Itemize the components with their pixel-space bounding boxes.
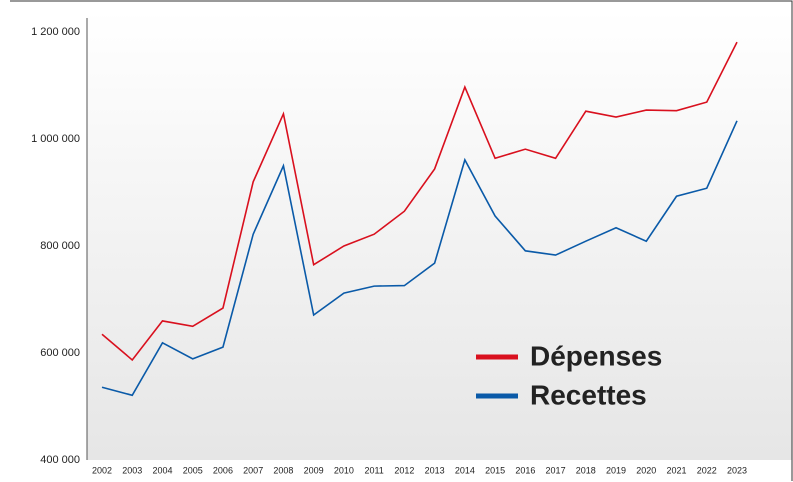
x-tick-label: 2005: [183, 465, 203, 475]
y-tick-label: 1 000 000: [31, 133, 80, 145]
x-tick-label: 2002: [92, 465, 112, 475]
series-line: [101, 120, 738, 397]
x-tick-label: 2006: [213, 465, 233, 475]
x-tick-label: 2003: [122, 465, 142, 475]
legend-label: Recettes: [530, 379, 647, 410]
x-tick-label: 2004: [152, 465, 172, 475]
frame: [10, 0, 793, 481]
y-tick-label: 600 000: [40, 347, 80, 359]
plot-background: [87, 10, 792, 460]
x-tick-label: 2015: [485, 465, 505, 475]
x-tick-label: 2009: [304, 465, 324, 475]
x-tick-label: 2016: [515, 465, 535, 475]
series-line: [101, 41, 738, 362]
x-tick-label: 2021: [667, 465, 687, 475]
y-tick-label: 1 200 000: [31, 26, 80, 38]
x-tick-label: 2019: [606, 465, 626, 475]
x-tick-label: 2023: [727, 465, 747, 475]
y-tick-label: 800 000: [40, 240, 80, 252]
x-tick-label: 2012: [394, 465, 414, 475]
x-tick-label: 2008: [273, 465, 293, 475]
legend-label: Dépenses: [530, 340, 662, 371]
y-tick-label: 400 000: [40, 454, 80, 466]
x-tick-label: 2014: [455, 465, 475, 475]
x-tick-label: 2013: [425, 465, 445, 475]
x-tick-label: 2018: [576, 465, 596, 475]
x-tick-label: 2022: [697, 465, 717, 475]
x-tick-label: 2017: [546, 465, 566, 475]
x-tick-label: 2011: [364, 465, 383, 475]
x-tick-label: 2020: [636, 465, 656, 475]
x-tick-label: 2007: [243, 465, 263, 475]
x-tick-label: 2010: [334, 465, 354, 475]
